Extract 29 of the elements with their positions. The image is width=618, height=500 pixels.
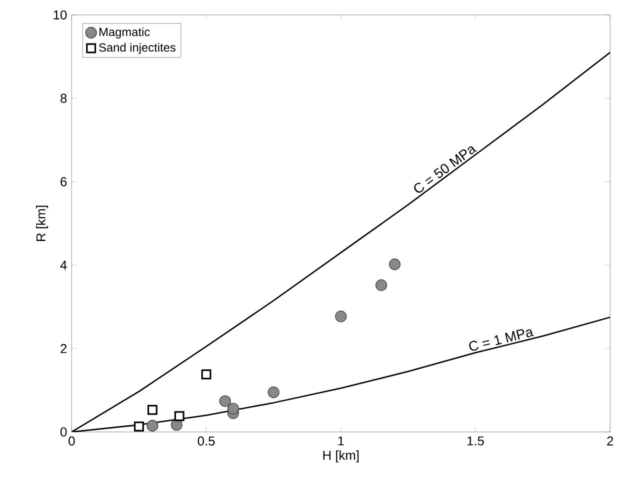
point <box>268 386 280 398</box>
point <box>201 370 212 380</box>
legend-label: Sand injectites <box>99 43 176 54</box>
point <box>335 310 347 322</box>
y-tick-label: 0 <box>60 428 67 437</box>
x-tick-label: 0 <box>68 436 75 446</box>
annotation: C = 50 MPa <box>414 146 477 193</box>
legend-label: Magmatic <box>100 28 150 39</box>
point <box>147 405 158 416</box>
x-tick-label: 1 <box>338 436 344 446</box>
point <box>219 396 231 408</box>
point <box>376 280 388 292</box>
y-axis-title: R [km] <box>36 206 48 242</box>
point <box>146 420 158 432</box>
y-tick-label: 4 <box>60 260 67 270</box>
point <box>170 419 182 431</box>
y-tick-label: 2 <box>60 344 67 354</box>
annotation: C = 1 MPa <box>469 329 534 351</box>
point <box>388 258 401 270</box>
x-tick-label: 1.5 <box>468 436 484 446</box>
y-tick-label: 6 <box>60 177 67 186</box>
y-tick-label: 10 <box>54 10 67 20</box>
x-tick-label: 0.5 <box>198 436 215 446</box>
point <box>134 422 144 432</box>
y-tick-label: 8 <box>60 94 67 104</box>
point <box>174 411 184 422</box>
x-axis-title: H [km] <box>323 450 359 463</box>
x-tick-label: 2 <box>607 436 614 446</box>
point <box>227 403 239 415</box>
